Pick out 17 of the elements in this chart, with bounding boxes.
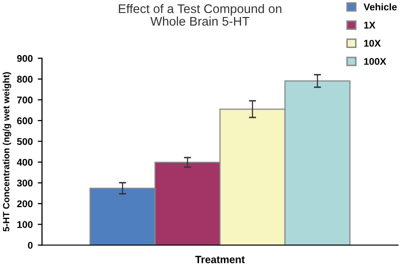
legend-label: Vehicle: [364, 3, 397, 10]
y-axis-title: 5-HT Concentration (ng/g wet weight): [2, 72, 12, 232]
y-tick-label: 100: [17, 221, 33, 228]
y-tick-label: 300: [16, 180, 33, 186]
chart-title: Effect of a Test Compound on Whole Brain 5-HT: [118, 4, 282, 26]
y-tick-label: 0: [28, 242, 33, 249]
y-tick-label: 200: [17, 200, 33, 208]
legend-label: 1X: [364, 22, 376, 28]
legend-label: 10X: [364, 40, 381, 47]
y-tick-label: 400: [16, 158, 33, 166]
y-tick-label: 600: [17, 117, 33, 124]
y-tick-label: 700: [17, 96, 33, 104]
y-tick-label: 500: [17, 138, 33, 145]
y-tick-label: 900: [17, 55, 33, 62]
y-tick-label: 800: [17, 76, 33, 83]
x-axis-title: Treatment: [195, 256, 245, 264]
legend-label: 100X: [364, 58, 386, 65]
